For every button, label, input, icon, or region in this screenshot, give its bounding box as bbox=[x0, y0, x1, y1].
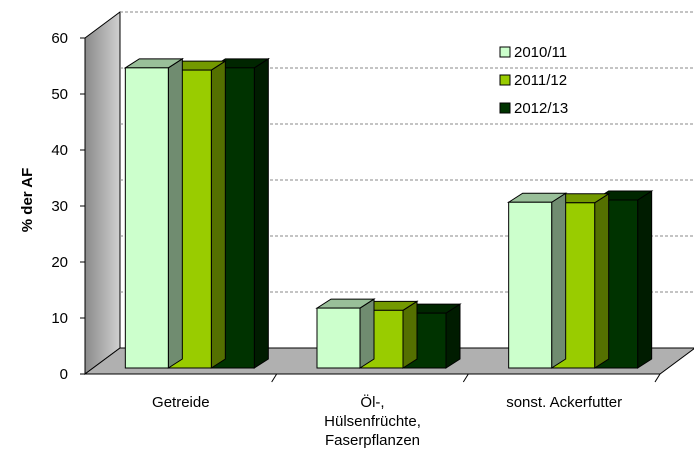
bar bbox=[506, 192, 568, 369]
legend-label: 2010/11 bbox=[514, 44, 567, 61]
x-tick bbox=[654, 373, 661, 383]
x-tick-label: sonst. Ackerfutter bbox=[506, 394, 622, 411]
bar-side bbox=[402, 300, 418, 369]
y-tick-label: 60 bbox=[51, 30, 68, 47]
bar-side bbox=[167, 57, 183, 369]
bar-front bbox=[508, 201, 553, 369]
y-tick-label: 50 bbox=[51, 86, 68, 103]
bar bbox=[315, 298, 376, 369]
y-tick-label: 10 bbox=[51, 310, 68, 327]
bar-side bbox=[637, 190, 653, 369]
legend-label: 2012/13 bbox=[514, 100, 568, 117]
bar-side bbox=[253, 57, 269, 369]
bar-front bbox=[316, 307, 361, 369]
y-tick-label: 40 bbox=[51, 142, 68, 159]
y-tick-label: 30 bbox=[51, 198, 68, 215]
y-tick-label: 0 bbox=[60, 366, 68, 383]
legend-swatch bbox=[499, 46, 511, 58]
x-tick-label: Getreide bbox=[152, 394, 210, 411]
legend-swatch bbox=[499, 102, 511, 114]
bar-side bbox=[210, 60, 226, 369]
bar-side bbox=[359, 298, 375, 369]
bar-side bbox=[445, 303, 461, 369]
bar-front bbox=[124, 67, 169, 369]
x-tick bbox=[271, 373, 278, 383]
x-tick bbox=[462, 373, 469, 383]
legend-label: 2011/12 bbox=[514, 72, 567, 89]
y-tick-label: 20 bbox=[51, 254, 68, 271]
bar bbox=[123, 57, 185, 369]
legend-swatch bbox=[499, 74, 511, 86]
bar-side bbox=[594, 192, 610, 369]
bar-side bbox=[551, 192, 567, 369]
side-wall bbox=[84, 11, 121, 375]
x-tick-label: Öl-, Hülsenfrüchte, Faserpflanzen bbox=[324, 393, 421, 449]
y-axis-label: % der AF bbox=[19, 168, 36, 232]
